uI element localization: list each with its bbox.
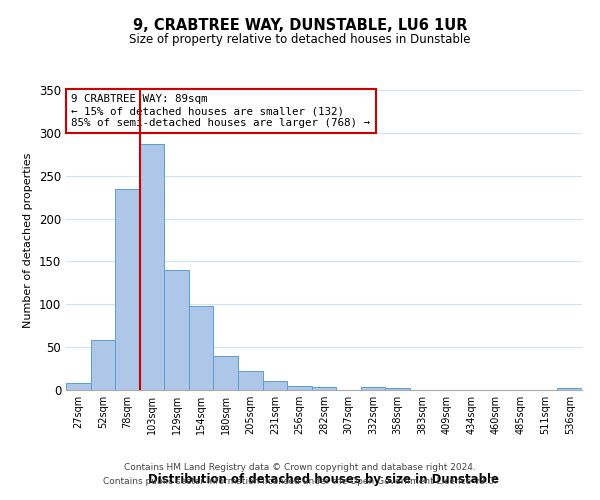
Bar [312,388,336,390]
Text: 9, CRABTREE WAY, DUNSTABLE, LU6 1UR: 9, CRABTREE WAY, DUNSTABLE, LU6 1UR [133,18,467,32]
Bar [287,386,312,390]
Bar [557,388,582,390]
Bar [263,380,287,390]
Text: Size of property relative to detached houses in Dunstable: Size of property relative to detached ho… [129,32,471,46]
Bar [238,371,263,390]
Bar [91,340,115,390]
Bar [115,190,140,390]
Bar [66,383,91,390]
Bar [164,270,189,390]
Text: 9 CRABTREE WAY: 89sqm
← 15% of detached houses are smaller (132)
85% of semi-det: 9 CRABTREE WAY: 89sqm ← 15% of detached … [71,94,370,128]
Y-axis label: Number of detached properties: Number of detached properties [23,152,34,328]
Text: Contains public sector information licensed under the Open Government Licence v3: Contains public sector information licen… [103,477,497,486]
Bar [140,144,164,390]
Bar [385,388,410,390]
Bar [361,388,385,390]
Bar [189,306,214,390]
Text: Contains HM Land Registry data © Crown copyright and database right 2024.: Contains HM Land Registry data © Crown c… [124,464,476,472]
Bar [214,356,238,390]
X-axis label: Distribution of detached houses by size in Dunstable: Distribution of detached houses by size … [149,473,499,486]
